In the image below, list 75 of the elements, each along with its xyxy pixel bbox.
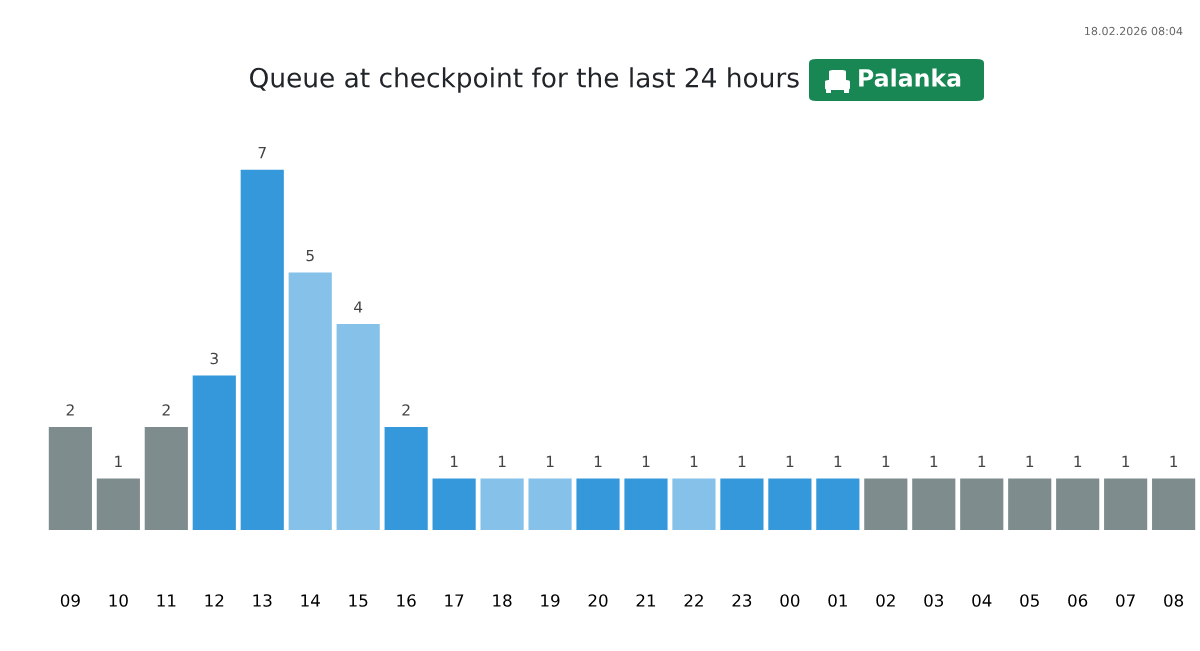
x-tick-label: 20 <box>588 594 608 607</box>
bar <box>432 478 476 530</box>
x-tick-label: 21 <box>636 594 656 607</box>
bar <box>480 478 524 530</box>
data-label: 1 <box>978 455 986 468</box>
bar <box>144 427 188 530</box>
bar <box>192 375 236 530</box>
data-label: 1 <box>115 455 122 468</box>
data-label: 3 <box>210 352 218 365</box>
x-tick-label: 19 <box>541 594 560 607</box>
data-label: 1 <box>786 455 794 468</box>
bar <box>1104 478 1148 530</box>
bar <box>528 478 572 530</box>
data-label: 1 <box>930 455 938 468</box>
data-label: 2 <box>402 404 410 416</box>
bar <box>624 478 668 530</box>
x-tick-label: 10 <box>109 594 128 607</box>
x-tick-label: 04 <box>972 594 992 607</box>
bar <box>672 478 716 530</box>
data-label: 1 <box>690 455 698 468</box>
bar <box>384 427 428 530</box>
x-tick-label: 15 <box>349 594 368 607</box>
data-label: 1 <box>1122 455 1130 468</box>
data-label: 2 <box>162 404 170 416</box>
bar <box>336 324 380 530</box>
data-label: 1 <box>1026 455 1034 468</box>
data-label: 1 <box>498 455 506 468</box>
data-label: 1 <box>450 455 458 468</box>
data-label: 1 <box>882 455 890 468</box>
data-label: 1 <box>834 455 842 468</box>
bar <box>720 478 764 530</box>
data-label: 1 <box>546 455 554 468</box>
data-label: 5 <box>306 249 314 262</box>
bar <box>240 169 284 530</box>
x-tick-label: 07 <box>1116 594 1135 607</box>
data-label: 1 <box>1170 455 1178 468</box>
text: 18.02.2026 08:04 <box>1085 26 1183 36</box>
data-label: 4 <box>354 301 363 313</box>
data-label: 2 <box>66 404 74 416</box>
x-tick-label: 18 <box>493 594 512 607</box>
x-tick-label: 08 <box>1164 594 1184 607</box>
data-label: 1 <box>1074 455 1082 468</box>
bar <box>48 427 92 530</box>
bar <box>96 478 140 530</box>
chart-title: Queue at checkpoint for the last 24 hours <box>250 67 799 93</box>
x-tick-label: 06 <box>1068 594 1088 607</box>
x-tick-label: 13 <box>253 594 272 607</box>
x-tick-label: 00 <box>780 594 800 607</box>
x-tick-label: 12 <box>205 594 224 607</box>
bar <box>1152 478 1196 530</box>
x-tick-label: 11 <box>157 594 176 607</box>
data-label: 1 <box>738 455 746 468</box>
x-tick-label: 05 <box>1020 594 1039 607</box>
data-label: 7 <box>258 146 266 159</box>
bar <box>768 478 812 530</box>
x-tick-label: 01 <box>828 594 847 607</box>
bar <box>864 478 908 530</box>
x-tick-label: 03 <box>924 594 944 607</box>
bar <box>960 478 1004 530</box>
bar <box>1008 478 1052 530</box>
x-tick-label: 02 <box>876 594 895 607</box>
x-tick-label: 14 <box>301 594 320 607</box>
x-tick-label: 16 <box>397 594 416 607</box>
bar <box>816 478 860 530</box>
bar <box>912 478 956 530</box>
x-tick-label: 23 <box>732 594 752 607</box>
x-tick-label: 17 <box>445 594 464 607</box>
x-tick-label: 09 <box>60 594 80 607</box>
chart-subtitle: Palanka <box>859 68 961 87</box>
x-tick-label: 22 <box>684 594 703 607</box>
bar <box>576 478 620 530</box>
bar <box>1056 478 1100 530</box>
data-label: 1 <box>594 455 602 468</box>
bar <box>288 272 332 530</box>
data-label: 1 <box>642 455 650 468</box>
